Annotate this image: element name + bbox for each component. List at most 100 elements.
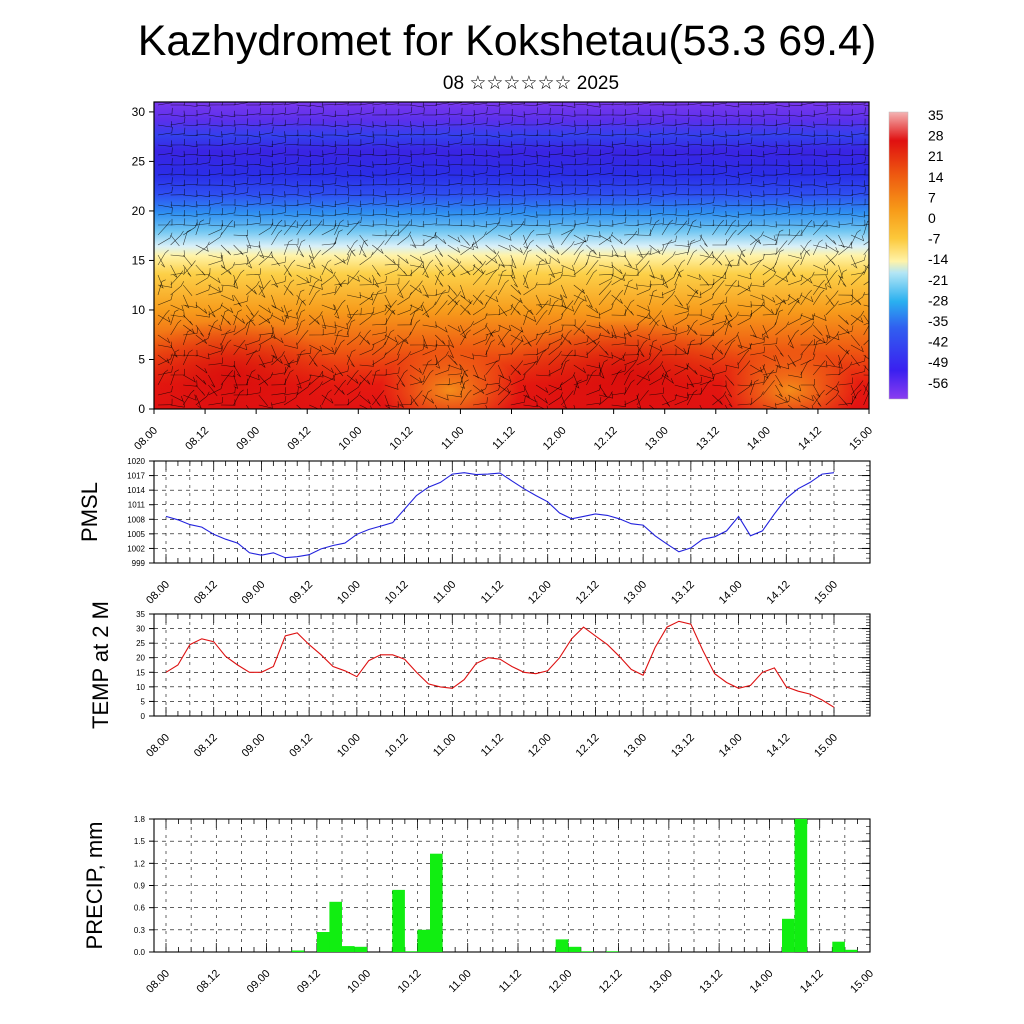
wind-barb	[598, 177, 614, 186]
wind-barb	[649, 339, 658, 356]
wind-barb	[649, 244, 665, 256]
wind-barb	[321, 394, 334, 404]
wind-barb	[271, 395, 287, 406]
wind-barb	[850, 180, 866, 187]
wind-barb	[245, 310, 259, 326]
wind-barb	[787, 313, 803, 326]
wind-barb	[838, 264, 844, 279]
wind-barb	[535, 394, 549, 404]
wind-barb	[472, 102, 488, 106]
wind-barb	[157, 102, 173, 106]
wind-barb	[636, 311, 651, 326]
wind-barb	[611, 289, 624, 306]
wind-barb	[346, 220, 360, 236]
wind-barb	[372, 304, 387, 316]
wind-barb	[649, 244, 661, 255]
x-tick-label: 09.12	[287, 579, 315, 607]
wind-barb	[170, 179, 185, 187]
wind-barb	[472, 322, 488, 336]
wind-barb	[258, 222, 274, 236]
wind-barb	[397, 269, 412, 277]
x-tick-label: 11.12	[479, 732, 506, 759]
wind-barb	[636, 177, 652, 186]
wind-barb	[636, 109, 652, 116]
wind-barb	[384, 329, 395, 346]
wind-barb	[246, 169, 261, 176]
wind-barb	[598, 146, 614, 156]
colorbar-label: -42	[928, 334, 948, 350]
wind-barb	[674, 217, 690, 226]
wind-barb	[472, 166, 488, 176]
wind-barb	[283, 181, 299, 188]
wind-barb	[283, 188, 299, 196]
wind-barb	[586, 128, 601, 136]
wind-barb	[636, 131, 651, 138]
wind-barb	[523, 274, 529, 289]
wind-barb	[573, 169, 589, 176]
wind-barb	[472, 129, 488, 136]
wind-barb	[699, 177, 715, 186]
wind-barb	[359, 306, 375, 316]
wind-barb	[321, 188, 337, 196]
wind-barb	[397, 369, 408, 386]
wind-barb	[535, 349, 547, 366]
wind-barb	[409, 121, 425, 128]
wind-barb	[624, 127, 639, 136]
wind-barb	[283, 359, 295, 376]
wind-barb	[863, 164, 869, 166]
wind-barb	[548, 147, 564, 156]
wind-barb	[561, 207, 576, 216]
x-tick-label: 14.12	[796, 425, 824, 453]
wind-barb	[737, 284, 751, 292]
wind-barb	[750, 234, 762, 245]
wind-barb	[523, 219, 538, 226]
wind-barb	[170, 150, 185, 158]
wind-barb	[182, 314, 194, 326]
wind-barb	[586, 322, 601, 329]
wind-barb	[183, 324, 195, 334]
wind-barb	[397, 351, 411, 366]
wind-barb	[561, 349, 576, 357]
wind-barb	[586, 102, 601, 108]
wind-barb	[485, 355, 501, 366]
wind-barb	[535, 140, 551, 148]
wind-barb	[346, 381, 362, 396]
wind-barb	[258, 332, 274, 346]
wind-barb	[283, 264, 292, 277]
wind-barb	[750, 363, 765, 376]
wind-barb	[762, 234, 777, 242]
wind-barb	[560, 329, 572, 346]
wind-barb	[623, 279, 633, 296]
wind-barb	[586, 244, 597, 255]
wind-barb	[724, 279, 737, 296]
wind-barb	[271, 102, 286, 106]
wind-barb	[573, 364, 587, 374]
wind-barb	[661, 334, 677, 346]
wind-barb	[561, 240, 575, 256]
wind-barb	[686, 339, 696, 356]
wind-barb	[800, 244, 811, 256]
wind-barb	[611, 324, 617, 339]
wind-barb	[372, 229, 387, 237]
wind-barb	[245, 304, 255, 317]
wind-barb	[586, 231, 601, 238]
wind-barb	[485, 217, 501, 226]
wind-barb	[863, 134, 869, 136]
wind-barb	[573, 187, 589, 196]
wind-barb	[699, 374, 715, 386]
wind-barb	[372, 326, 387, 336]
wind-barb	[271, 324, 276, 339]
wind-barb	[182, 294, 190, 309]
wind-barb	[409, 304, 424, 312]
wind-barb	[787, 127, 803, 136]
wind-barb	[523, 269, 532, 286]
wind-barb	[258, 284, 266, 298]
wind-barb	[472, 138, 488, 146]
wind-barb	[447, 219, 463, 226]
wind-barb	[258, 168, 274, 176]
wind-barb	[359, 234, 369, 247]
precip-bar	[580, 951, 594, 952]
wind-barb	[233, 314, 245, 324]
wind-barb	[598, 220, 614, 227]
wind-barb	[498, 206, 513, 216]
